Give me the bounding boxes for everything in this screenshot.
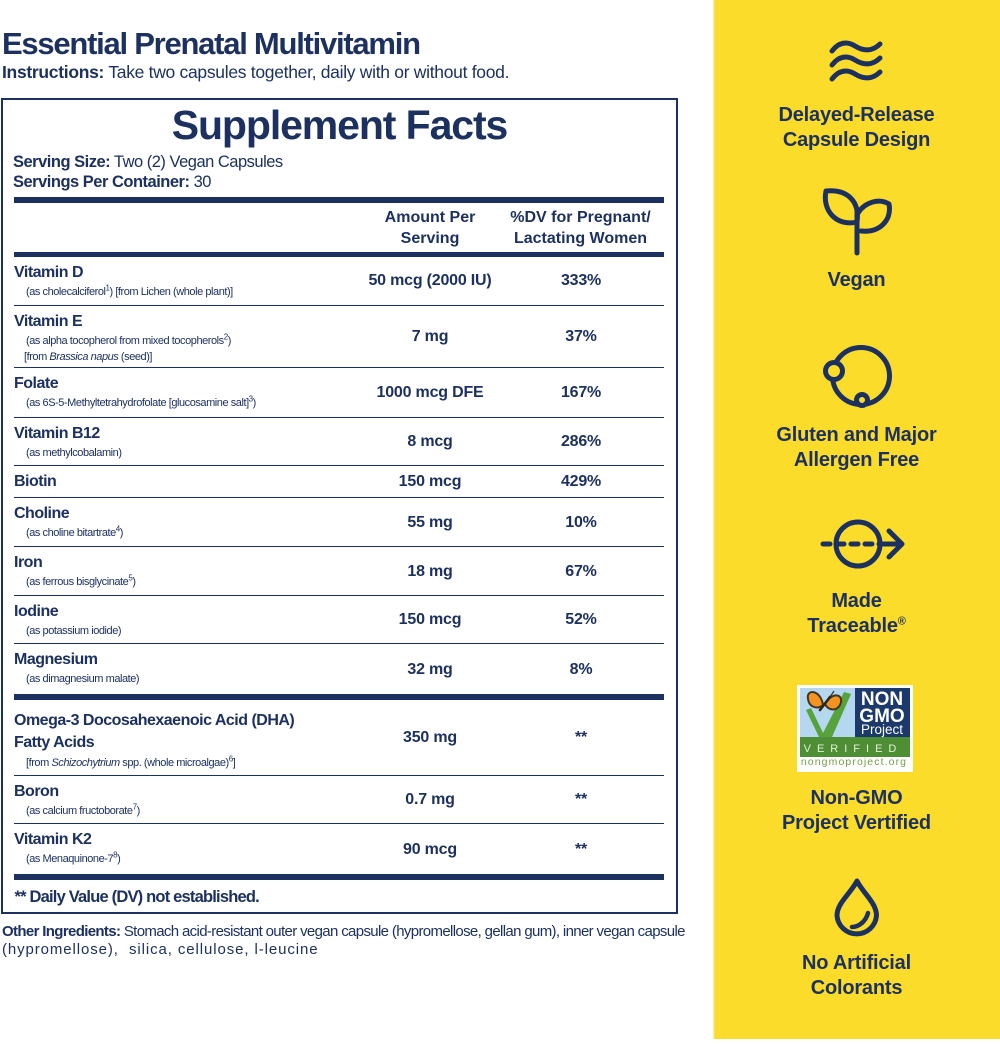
svg-text:VERIFIED: VERIFIED bbox=[804, 743, 903, 755]
svg-text:GMO: GMO bbox=[859, 706, 904, 727]
svg-text:NON: NON bbox=[861, 689, 903, 710]
svg-text:Project: Project bbox=[861, 722, 903, 737]
svg-text:nongmoproject.org: nongmoproject.org bbox=[801, 756, 907, 768]
